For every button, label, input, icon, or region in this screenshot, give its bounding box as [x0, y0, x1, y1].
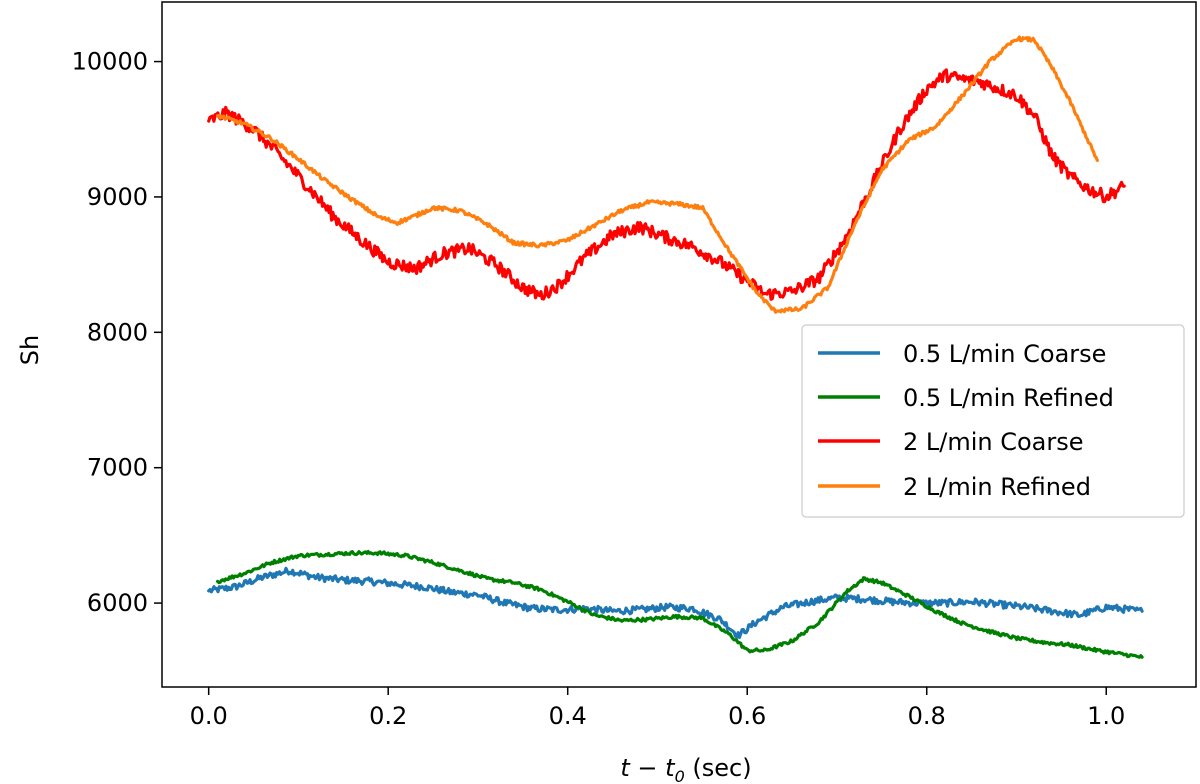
x-tick-label: 0.0 [190, 702, 228, 730]
legend: 0.5 L/min Coarse 0.5 L/min Refined 2 L/m… [801, 324, 1185, 518]
x-axis-label: t − t0 (sec) [620, 754, 751, 784]
x-tick-label: 0.2 [369, 702, 407, 730]
x-tick-label: 0.4 [549, 702, 587, 730]
x-tick-label: 0.8 [908, 702, 946, 730]
legend-label-refined-2: 2 L/min Refined [903, 473, 1091, 501]
x-axis-ticks: 0.0 0.2 0.4 0.6 0.8 1.0 [190, 687, 1125, 730]
plot-frame [161, 1, 1197, 688]
series-line-2 [216, 549, 1144, 659]
x-tick-label: 1.0 [1087, 702, 1125, 730]
series-line-1 [207, 566, 1144, 640]
legend-label-coarse-2: 2 L/min Coarse [903, 428, 1084, 456]
legend-box [801, 324, 1185, 518]
y-tick-label: 10000 [72, 48, 148, 76]
x-tick-label: 0.6 [728, 702, 766, 730]
y-tick-label: 6000 [87, 589, 148, 617]
series-line-3 [207, 68, 1126, 301]
series-line-4 [216, 35, 1099, 314]
y-axis-label: Sh [16, 335, 44, 365]
series-layer [207, 35, 1144, 659]
legend-label-refined-05: 0.5 L/min Refined [903, 384, 1114, 412]
y-tick-label: 7000 [87, 454, 148, 482]
y-tick-label: 9000 [87, 183, 148, 211]
legend-label-coarse-05: 0.5 L/min Coarse [903, 340, 1106, 368]
y-tick-label: 8000 [87, 318, 148, 346]
y-axis-ticks: 6000 7000 8000 9000 10000 [72, 48, 162, 617]
